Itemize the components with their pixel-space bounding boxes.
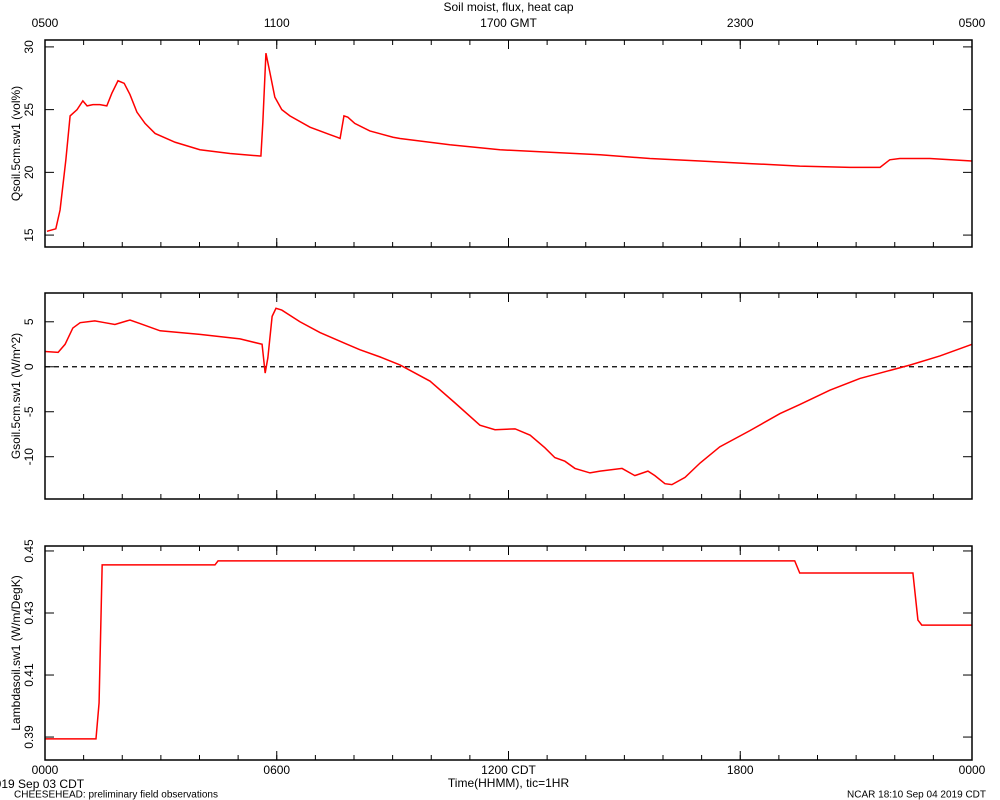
y-tick-label: 25 — [22, 103, 36, 117]
y-tick-label: 0.41 — [22, 663, 36, 687]
data-line — [46, 53, 973, 233]
plot-frame — [44, 292, 973, 500]
plot-frame — [44, 39, 973, 248]
footer-left: CHEESEHEAD: preliminary field observatio… — [14, 790, 218, 800]
chart-title: Soil moist, flux, heat cap — [443, 0, 573, 14]
x-tick-label: 1100 — [264, 16, 290, 30]
y-tick-label: 30 — [22, 40, 36, 54]
y-tick-label: 5 — [22, 318, 36, 325]
data-line — [45, 560, 972, 740]
y-axis-label: Qsoil.5cm.sw1 (vol%) — [9, 86, 23, 201]
x-tick-label: 0600 — [263, 763, 290, 777]
data-line — [44, 307, 973, 486]
y-tick-label: 15 — [22, 228, 36, 242]
y-tick-label: 0.45 — [22, 539, 36, 563]
x-tick-label: 1200 CDT — [481, 763, 536, 777]
x-tick-label: 0000 — [32, 763, 59, 777]
x-tick-label: 0500 — [32, 16, 59, 30]
plot-frame — [44, 545, 973, 761]
y-tick-label: 0.43 — [22, 601, 36, 625]
y-tick-label: -10 — [22, 448, 36, 466]
y-tick-label: -5 — [22, 406, 36, 417]
footer-right: NCAR 18:10 Sep 04 2019 CDT — [847, 790, 986, 800]
x-tick-label: 0000 — [959, 763, 986, 777]
y-axis-label: Gsoil.5cm.sw1 (W/m^2) — [9, 333, 23, 459]
x-tick-label: 2300 — [727, 16, 754, 30]
y-tick-label: 0.39 — [22, 725, 36, 749]
y-tick-label: 20 — [22, 165, 36, 179]
x-tick-label: 1800 — [727, 763, 754, 777]
x-tick-label: 0500 — [959, 16, 986, 30]
x-tick-label: 1700 GMT — [480, 16, 537, 30]
x-axis-label: Time(HHMM), tic=1HR — [448, 776, 570, 790]
y-axis-label: Lambdasoil.sw1 (W/m/DegK) — [9, 575, 23, 730]
y-tick-label: 0 — [22, 363, 36, 370]
date-label: 2019 Sep 03 CDT — [0, 777, 85, 791]
